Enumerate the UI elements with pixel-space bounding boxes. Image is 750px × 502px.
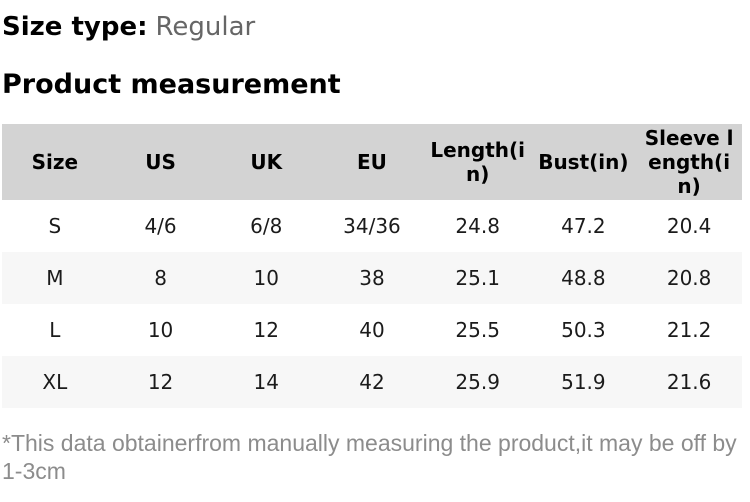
measurement-table: Size US UK EU Length(in) Bust(in) Sleeve… <box>2 124 742 409</box>
column-header-uk: UK <box>213 124 320 201</box>
cell-eu: 42 <box>319 356 425 409</box>
column-header-eu: EU <box>319 124 425 201</box>
column-header-us: US <box>107 124 214 201</box>
cell-bust: 48.8 <box>530 252 637 305</box>
table-row-m: M 8 10 38 25.1 48.8 20.8 <box>2 252 742 305</box>
cell-uk: 12 <box>213 304 320 357</box>
cell-uk: 14 <box>213 356 320 409</box>
cell-uk: 6/8 <box>213 200 320 253</box>
cell-bust: 47.2 <box>530 200 637 253</box>
table-row-xl: XL 12 14 42 25.9 51.9 21.6 <box>2 356 742 409</box>
column-header-sleeve-length: Sleeve length(in) <box>636 124 742 201</box>
cell-bust: 50.3 <box>530 304 637 357</box>
column-header-length: Length(in) <box>424 124 531 201</box>
cell-size: L <box>2 304 108 357</box>
cell-sleeve-length: 20.4 <box>636 200 742 253</box>
cell-us: 8 <box>107 252 214 305</box>
table-header-row: Size US UK EU Length(in) Bust(in) Sleeve… <box>2 124 742 201</box>
size-type-value: Regular <box>155 12 256 42</box>
cell-length: 25.1 <box>424 252 531 305</box>
size-type-line: Size type: Regular <box>2 12 750 43</box>
column-header-size: Size <box>2 124 108 201</box>
column-header-bust: Bust(in) <box>530 124 637 201</box>
size-type-label: Size type: <box>2 12 148 42</box>
table-row-s: S 4/6 6/8 34/36 24.8 47.2 20.4 <box>2 200 742 253</box>
cell-size: S <box>2 200 108 253</box>
cell-sleeve-length: 21.2 <box>636 304 742 357</box>
cell-sleeve-length: 20.8 <box>636 252 742 305</box>
cell-length: 25.9 <box>424 356 531 409</box>
cell-uk: 10 <box>213 252 320 305</box>
product-measurement-title: Product measurement <box>2 69 341 101</box>
cell-us: 4/6 <box>107 200 214 253</box>
cell-us: 12 <box>107 356 214 409</box>
product-size-section: Size type: Regular Product measurement Si… <box>2 12 750 485</box>
cell-eu: 34/36 <box>319 200 425 253</box>
cell-bust: 51.9 <box>530 356 637 409</box>
cell-sleeve-length: 21.6 <box>636 356 742 409</box>
cell-eu: 38 <box>319 252 425 305</box>
cell-length: 25.5 <box>424 304 531 357</box>
cell-eu: 40 <box>319 304 425 357</box>
cell-size: M <box>2 252 108 305</box>
cell-length: 24.8 <box>424 200 531 253</box>
table-row-l: L 10 12 40 25.5 50.3 21.2 <box>2 304 742 357</box>
cell-us: 10 <box>107 304 214 357</box>
cell-size: XL <box>2 356 108 409</box>
measurement-disclaimer: *This data obtainerfrom manually measuri… <box>2 430 737 485</box>
